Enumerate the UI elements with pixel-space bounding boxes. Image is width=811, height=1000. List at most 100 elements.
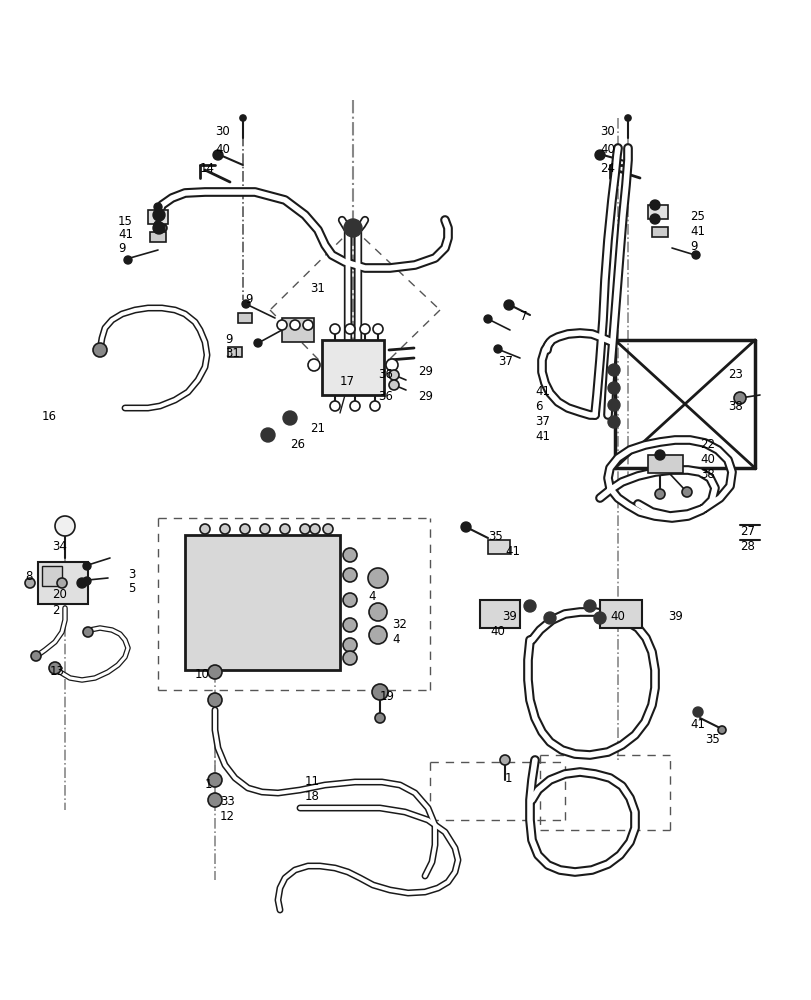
Text: 7: 7 bbox=[519, 310, 527, 323]
Text: 9: 9 bbox=[118, 242, 126, 255]
Circle shape bbox=[594, 612, 605, 624]
Text: 39: 39 bbox=[501, 610, 517, 623]
Text: 31: 31 bbox=[310, 282, 324, 295]
Circle shape bbox=[342, 651, 357, 665]
Circle shape bbox=[77, 578, 87, 588]
Circle shape bbox=[342, 638, 357, 652]
Text: 10: 10 bbox=[195, 668, 209, 681]
Text: 3: 3 bbox=[128, 568, 135, 581]
Circle shape bbox=[342, 568, 357, 582]
Bar bbox=[647, 455, 682, 473]
Text: 19: 19 bbox=[380, 690, 394, 703]
Circle shape bbox=[208, 793, 221, 807]
Text: 27: 27 bbox=[739, 525, 754, 538]
Circle shape bbox=[280, 524, 290, 534]
Text: 37: 37 bbox=[534, 415, 549, 428]
Text: 38: 38 bbox=[727, 400, 742, 413]
Circle shape bbox=[681, 487, 691, 497]
Circle shape bbox=[649, 214, 659, 224]
Circle shape bbox=[461, 522, 470, 532]
Text: 31: 31 bbox=[225, 347, 239, 360]
Bar bbox=[238, 313, 251, 323]
Circle shape bbox=[152, 209, 165, 221]
Circle shape bbox=[154, 203, 162, 211]
Bar bbox=[148, 210, 168, 224]
Circle shape bbox=[124, 256, 132, 264]
Bar bbox=[487, 540, 509, 554]
Circle shape bbox=[310, 524, 320, 534]
Bar bbox=[322, 340, 384, 395]
Circle shape bbox=[200, 524, 210, 534]
Text: 25: 25 bbox=[689, 210, 704, 223]
Circle shape bbox=[55, 516, 75, 536]
Bar bbox=[150, 232, 165, 242]
Text: 20: 20 bbox=[52, 588, 67, 601]
Text: 9: 9 bbox=[245, 293, 252, 306]
Circle shape bbox=[345, 324, 354, 334]
Circle shape bbox=[83, 562, 91, 570]
Circle shape bbox=[212, 150, 223, 160]
Text: 6: 6 bbox=[534, 400, 542, 413]
Bar bbox=[599, 600, 642, 628]
Text: 21: 21 bbox=[310, 422, 324, 435]
Text: 41: 41 bbox=[504, 545, 519, 558]
Circle shape bbox=[303, 320, 312, 330]
Circle shape bbox=[607, 399, 620, 411]
Circle shape bbox=[83, 577, 91, 585]
Circle shape bbox=[649, 200, 659, 210]
Circle shape bbox=[654, 489, 664, 499]
Circle shape bbox=[254, 339, 262, 347]
Circle shape bbox=[607, 382, 620, 394]
Text: 26: 26 bbox=[290, 438, 305, 451]
Circle shape bbox=[350, 401, 359, 411]
Circle shape bbox=[359, 324, 370, 334]
Circle shape bbox=[31, 651, 41, 661]
Circle shape bbox=[504, 300, 513, 310]
Circle shape bbox=[277, 320, 286, 330]
Text: 40: 40 bbox=[699, 453, 714, 466]
Circle shape bbox=[83, 627, 93, 637]
Text: 9: 9 bbox=[225, 333, 232, 346]
Circle shape bbox=[152, 222, 165, 234]
Circle shape bbox=[49, 662, 61, 674]
Circle shape bbox=[329, 401, 340, 411]
Text: 39: 39 bbox=[667, 610, 682, 623]
Circle shape bbox=[240, 115, 246, 121]
Circle shape bbox=[371, 684, 388, 700]
Circle shape bbox=[483, 315, 491, 323]
Circle shape bbox=[493, 345, 501, 353]
Circle shape bbox=[93, 343, 107, 357]
Text: 5: 5 bbox=[128, 582, 135, 595]
Text: 15: 15 bbox=[118, 215, 133, 228]
Circle shape bbox=[283, 411, 297, 425]
Text: 35: 35 bbox=[487, 530, 502, 543]
Text: 32: 32 bbox=[392, 618, 406, 631]
Text: 17: 17 bbox=[340, 375, 354, 388]
Circle shape bbox=[388, 370, 398, 380]
Text: 13: 13 bbox=[50, 665, 65, 678]
Text: 29: 29 bbox=[418, 365, 432, 378]
Text: 18: 18 bbox=[305, 790, 320, 803]
Text: 40: 40 bbox=[609, 610, 624, 623]
Bar bbox=[228, 347, 242, 357]
Circle shape bbox=[260, 428, 275, 442]
Text: 41: 41 bbox=[534, 430, 549, 443]
Text: 37: 37 bbox=[497, 355, 513, 368]
Text: 35: 35 bbox=[704, 733, 719, 746]
Circle shape bbox=[342, 593, 357, 607]
Text: 12: 12 bbox=[220, 810, 234, 823]
Text: 40: 40 bbox=[599, 143, 614, 156]
Text: 4: 4 bbox=[367, 590, 375, 603]
Text: 22: 22 bbox=[699, 438, 714, 451]
Circle shape bbox=[370, 401, 380, 411]
Circle shape bbox=[594, 150, 604, 160]
Circle shape bbox=[691, 251, 699, 259]
Bar bbox=[42, 566, 62, 586]
Circle shape bbox=[329, 324, 340, 334]
Bar bbox=[281, 318, 314, 342]
Text: 9: 9 bbox=[689, 240, 697, 253]
Circle shape bbox=[323, 524, 333, 534]
Circle shape bbox=[242, 300, 250, 308]
Text: 8: 8 bbox=[25, 570, 32, 583]
Circle shape bbox=[583, 600, 595, 612]
